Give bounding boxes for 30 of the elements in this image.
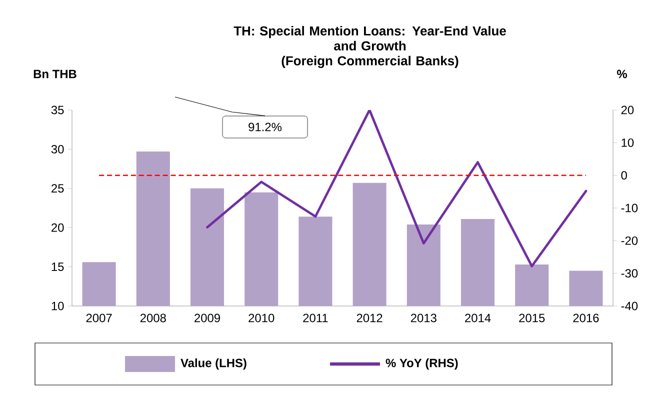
- chart-title: TH: Special Mention Loans: Year-End Value and Growth (Foreign Commercial Banks): [234, 26, 506, 68]
- y2-tick-label: 20: [621, 106, 634, 114]
- x-tick-label: 2014: [465, 314, 491, 322]
- y2-tick-label: 10: [622, 138, 634, 147]
- x-tick-label: 2010: [248, 314, 274, 322]
- x-tick-label: 2011: [303, 314, 328, 322]
- line-series: [206, 110, 588, 268]
- y2-tick-label: -20: [621, 236, 638, 245]
- x-tick-label: 2008: [140, 314, 166, 322]
- x-tick-label: 2013: [410, 314, 436, 322]
- y2-tick-label: -10: [621, 204, 638, 212]
- y-tick-label: 35: [51, 106, 64, 114]
- legend-label: Value (LHS): [180, 358, 246, 370]
- y2-tick-label: -40: [621, 302, 638, 310]
- y-tick-label: 20: [52, 223, 64, 232]
- y2-axis-title: %: [616, 70, 628, 78]
- x-tick-label: 2009: [194, 314, 220, 322]
- x-tick-label: 2007: [86, 314, 112, 322]
- y-axis-title: Bn THB: [34, 70, 76, 78]
- y-tick-label: 30: [51, 144, 64, 154]
- y2-tick-label: 0: [621, 171, 627, 180]
- y2-tick-label: -30: [621, 269, 638, 278]
- y-tick-label: 15: [52, 262, 64, 271]
- x-tick-label: 2015: [519, 314, 545, 322]
- annotation: 91.2%: [248, 122, 282, 132]
- x-tick-label: 2016: [573, 314, 599, 322]
- y-tick-label: 10: [52, 302, 64, 310]
- legend-label: % YoY (RHS): [386, 358, 458, 370]
- x-tick-label: 2012: [356, 314, 382, 322]
- y-tick-label: 25: [52, 184, 64, 193]
